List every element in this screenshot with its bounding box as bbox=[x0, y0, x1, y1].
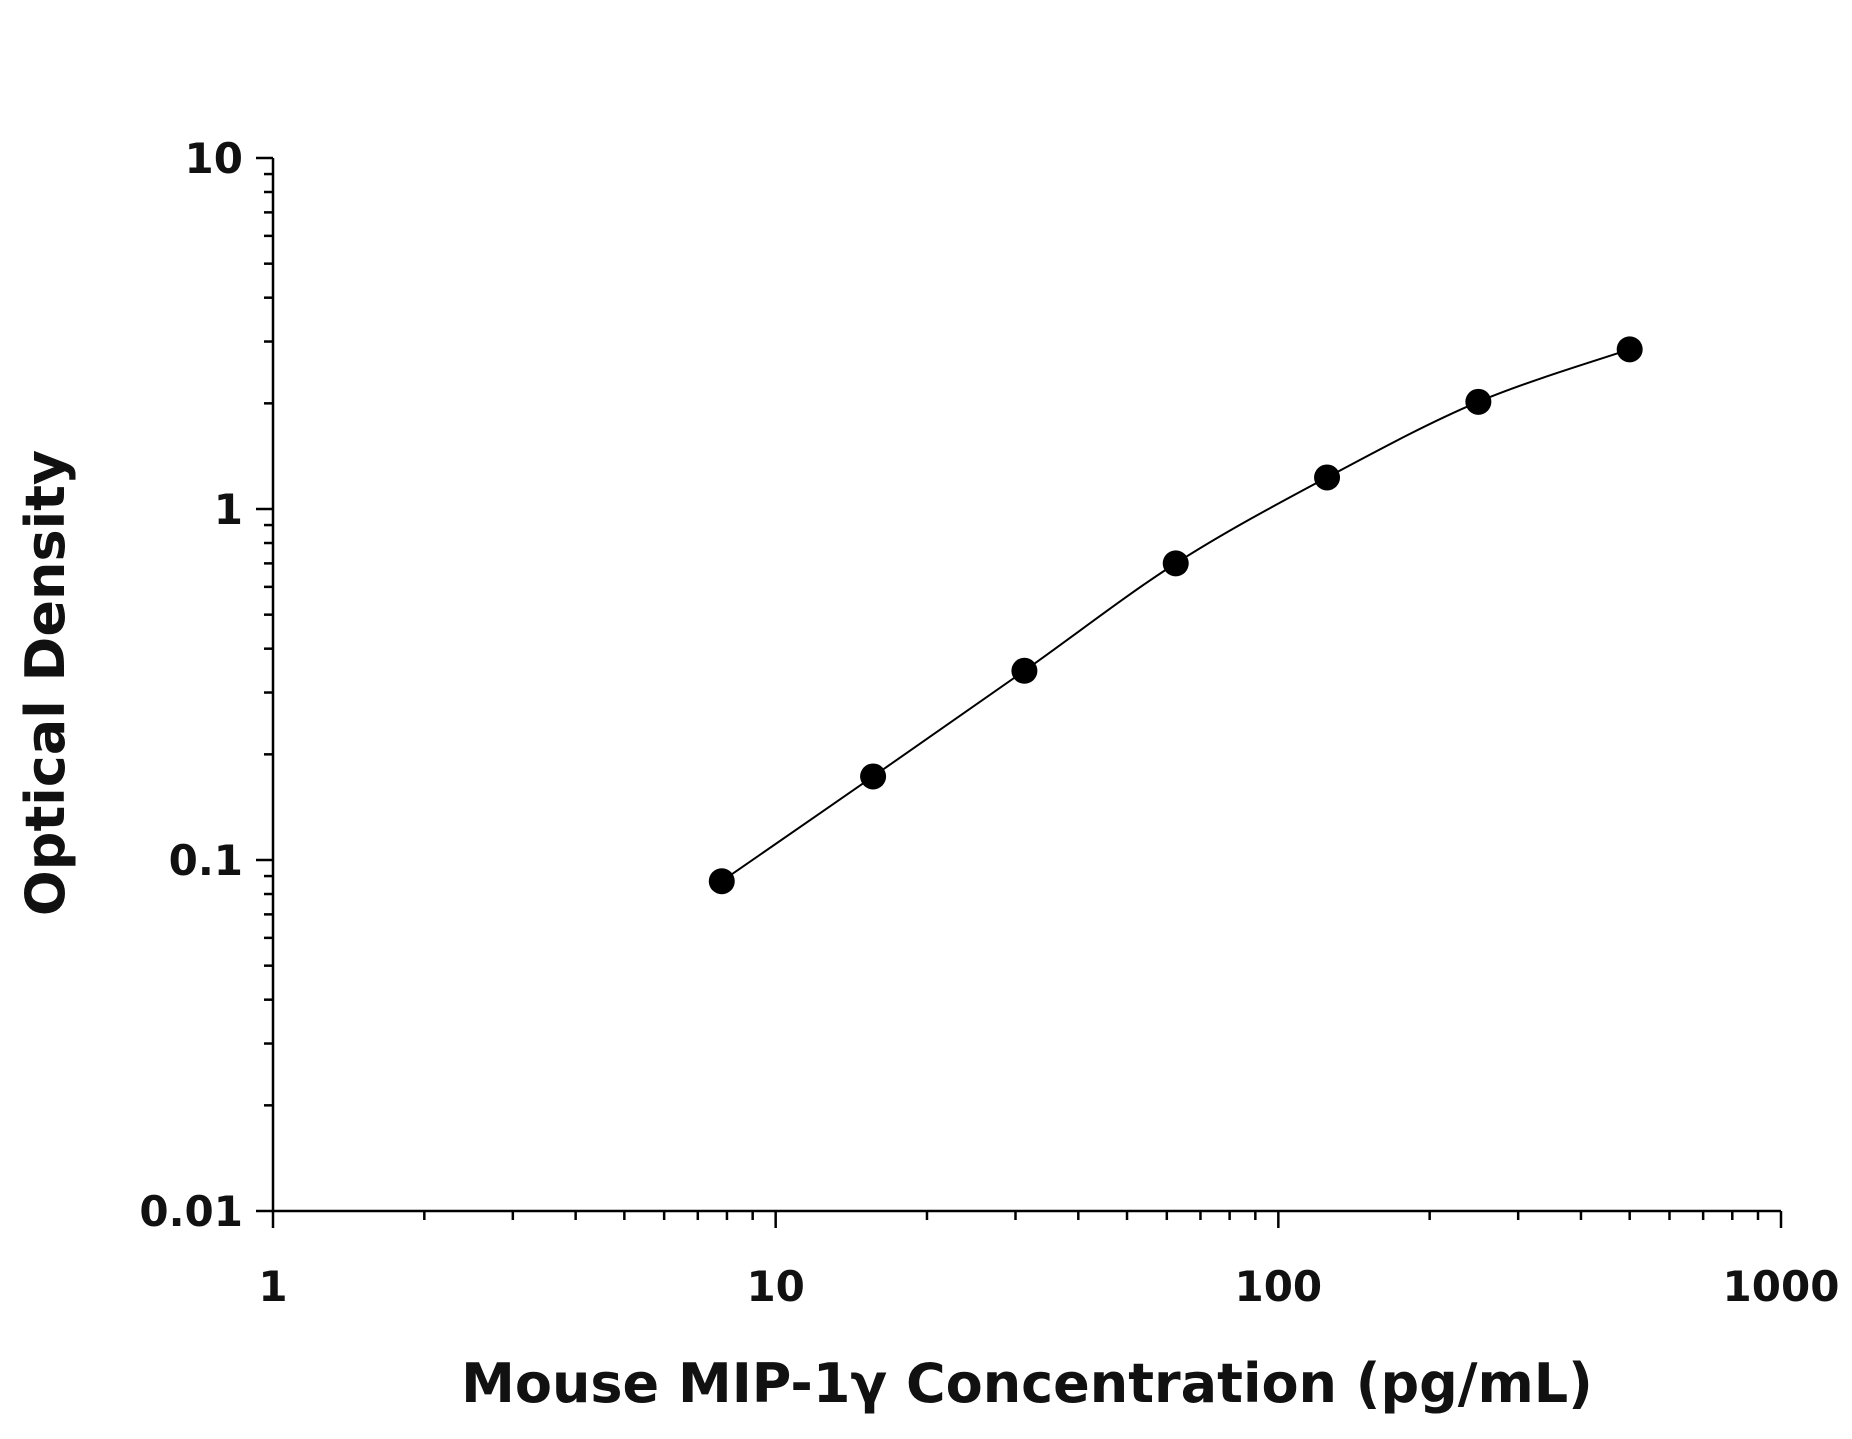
y-tick-label: 1 bbox=[214, 485, 243, 534]
data-point bbox=[1616, 336, 1643, 363]
y-tick-label: 0.01 bbox=[139, 1187, 243, 1236]
data-point bbox=[1162, 550, 1189, 577]
data-point bbox=[860, 763, 887, 790]
data-point bbox=[708, 868, 735, 895]
data-point bbox=[1314, 464, 1341, 491]
y-tick-label: 0.1 bbox=[169, 836, 243, 885]
x-tick-label: 1000 bbox=[1723, 1262, 1840, 1311]
data-point bbox=[1465, 388, 1492, 415]
x-axis-title: Mouse MIP-1γ Concentration (pg/mL) bbox=[461, 1352, 1593, 1415]
x-tick-label: 1 bbox=[258, 1262, 287, 1311]
y-axis-title: Optical Density bbox=[14, 450, 77, 916]
x-tick-label: 10 bbox=[746, 1262, 804, 1311]
y-tick-label: 10 bbox=[185, 134, 243, 183]
fit-curve bbox=[721, 348, 1631, 883]
data-point bbox=[1011, 657, 1038, 684]
x-tick-label: 100 bbox=[1234, 1262, 1322, 1311]
